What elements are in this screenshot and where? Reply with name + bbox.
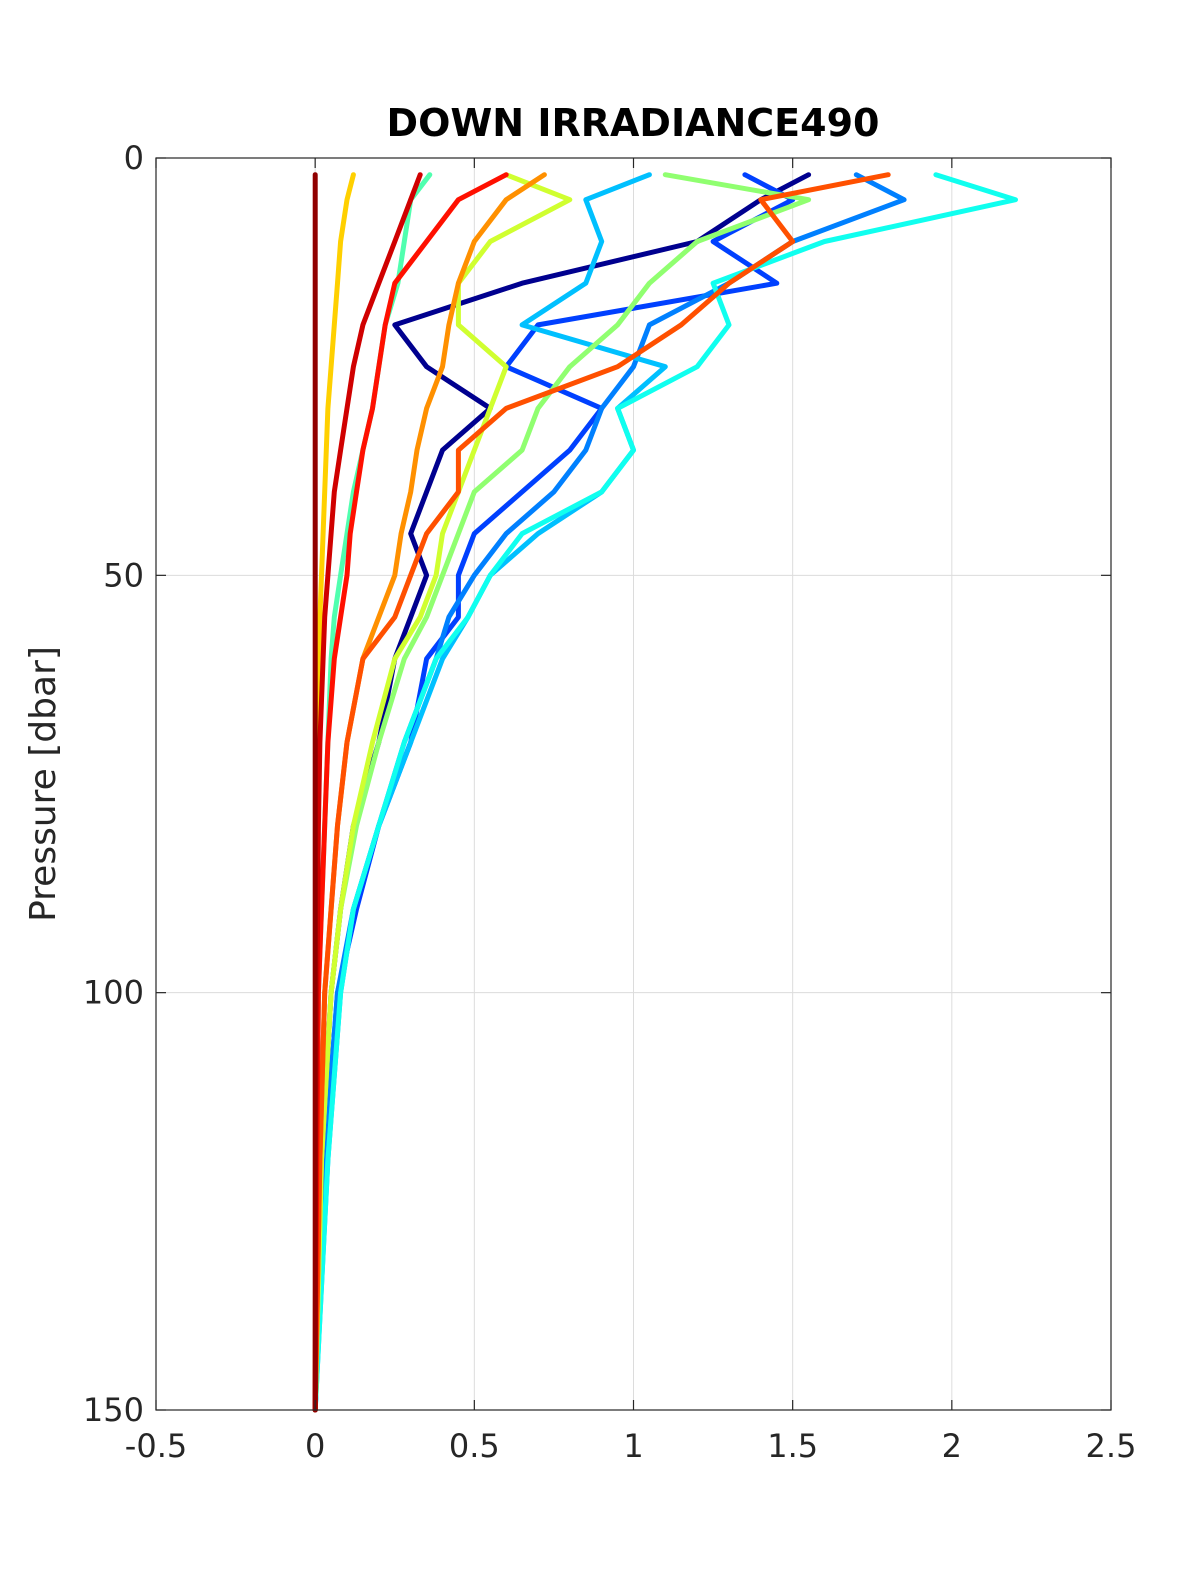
- ticks: -0.5 0 0.5 1 1.5 2 2.5 0 50 100 150: [83, 139, 1137, 1465]
- series-group: [312, 172, 1018, 1413]
- y-tick-label: 50: [103, 556, 144, 594]
- x-tick-label: 2: [942, 1427, 962, 1465]
- series-line-11: [312, 172, 891, 1413]
- series-line-2: [312, 172, 796, 1413]
- chart-title: DOWN IRRADIANCE490: [387, 101, 880, 145]
- x-tick-label: 1.5: [767, 1427, 818, 1465]
- y-tick-label: 150: [83, 1391, 144, 1429]
- y-tick-label: 100: [83, 974, 144, 1012]
- y-tick-label: 0: [124, 139, 144, 177]
- x-tick-label: 0.5: [449, 1427, 500, 1465]
- x-tick-label: 2.5: [1086, 1427, 1137, 1465]
- x-tick-label: 1: [623, 1427, 643, 1465]
- x-tick-label: 0: [305, 1427, 325, 1465]
- series-line-5: [312, 172, 1018, 1413]
- y-axis-label: Pressure [dbar]: [23, 646, 64, 922]
- x-tick-label: -0.5: [125, 1427, 187, 1465]
- series-line-12: [312, 172, 509, 1413]
